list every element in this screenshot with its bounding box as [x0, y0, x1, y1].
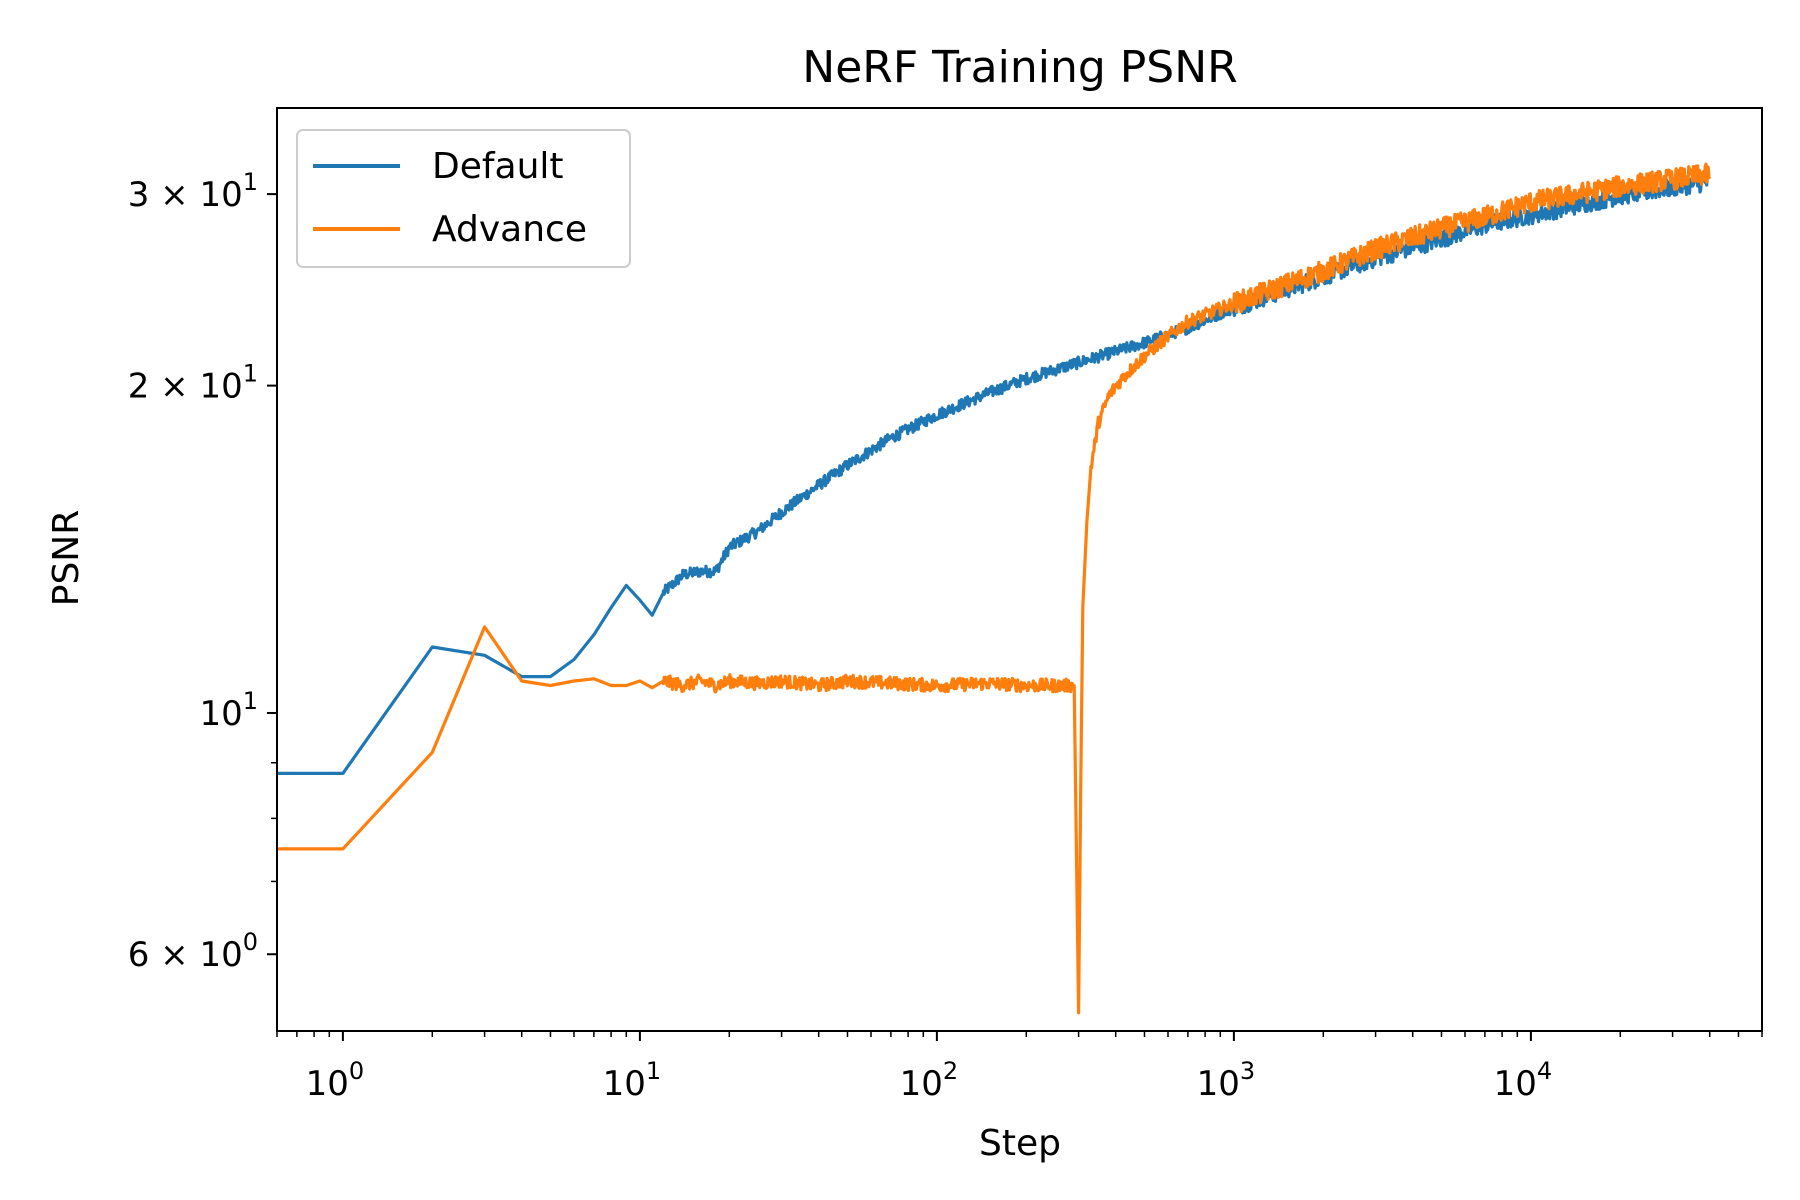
- x-tick-label: 102: [900, 1057, 959, 1104]
- y-tick-label: 3 × 101: [128, 168, 258, 215]
- chart-title: NeRF Training PSNR: [802, 42, 1237, 93]
- legend-label-advance: Advance: [432, 209, 587, 250]
- series-line-advance: [277, 162, 1712, 1015]
- y-tick-label: 6 × 100: [128, 928, 258, 975]
- x-tick-label: 100: [306, 1057, 365, 1104]
- x-tick-label: 103: [1197, 1057, 1256, 1104]
- legend-label-default: Default: [432, 146, 564, 187]
- y-tick-label: 2 × 101: [128, 360, 258, 407]
- x-axis-ticks: 100 101 102 103 104: [276, 1031, 1763, 1104]
- plot-frame: [276, 107, 1763, 1032]
- x-axis-label: Step: [979, 1123, 1061, 1164]
- x-tick-label: 101: [603, 1057, 662, 1104]
- y-axis-ticks: 6 × 100 101 2 × 101 3 × 101: [128, 168, 277, 975]
- series-layer: [277, 162, 1712, 1015]
- x-tick-label: 104: [1494, 1057, 1553, 1104]
- y-axis-label: PSNR: [46, 510, 87, 607]
- legend: Default Advance: [296, 129, 631, 268]
- y-tick-label: 101: [199, 687, 258, 734]
